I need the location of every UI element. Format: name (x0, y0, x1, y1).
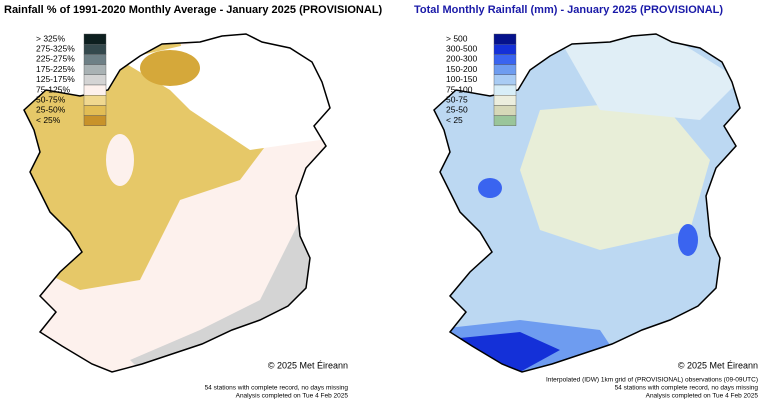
legend-label: 225-275% (36, 54, 75, 64)
map-title: Total Monthly Rainfall (mm) - January 20… (414, 4, 723, 16)
legend-label: 150-200 (446, 64, 477, 74)
credit: © 2025 Met Éireann (678, 360, 758, 370)
note: Analysis completed on Tue 4 Feb 2025 (646, 393, 759, 400)
legend-label: 175-225% (36, 64, 75, 74)
legend-swatch (493, 74, 517, 86)
legend-label: 200-300 (446, 54, 477, 64)
legend-label: > 325% (36, 33, 66, 43)
legend-swatch (83, 64, 107, 75)
legend-swatch (83, 54, 107, 65)
legend-swatch (83, 33, 107, 45)
legend-swatch (83, 74, 107, 86)
map-left (24, 34, 330, 372)
legend-swatch (493, 84, 517, 96)
legend-label: 125-175% (36, 74, 75, 84)
legend-label: 25-50% (36, 105, 66, 115)
legend-swatch (493, 115, 517, 126)
legend-label: 275-325% (36, 43, 75, 53)
legend-label: > 500 (446, 33, 468, 43)
legend-label: 50-75 (446, 94, 468, 104)
legend-swatch (83, 105, 107, 116)
legend-swatch (493, 94, 517, 106)
legend-label: 75-125% (36, 84, 70, 94)
legend-swatch (493, 54, 517, 65)
legend-swatch (493, 44, 517, 55)
legend-label: 75-100 (446, 84, 473, 94)
legend-label: 50-75% (36, 94, 66, 104)
note: 54 stations with complete record, no day… (205, 385, 349, 392)
legend-swatch (493, 33, 517, 45)
legend-swatch (83, 44, 107, 55)
legend-label: < 25% (36, 115, 61, 125)
note: Analysis completed on Tue 4 Feb 2025 (236, 393, 349, 400)
legend-swatch (493, 64, 517, 75)
legend-swatch (83, 84, 107, 96)
legend-swatch (493, 105, 517, 116)
note: 54 stations with complete record, no day… (615, 385, 759, 392)
legend-swatch (83, 94, 107, 106)
credit: © 2025 Met Éireann (268, 360, 348, 370)
legend-label: < 25 (446, 115, 463, 125)
legend-label: 100-150 (446, 74, 477, 84)
legend-label: 300-500 (446, 43, 477, 53)
legend-swatch (83, 115, 107, 126)
note: Interpolated (IDW) 1km grid of (PROVISIO… (546, 377, 758, 384)
legend-label: 25-50 (446, 105, 468, 115)
map-title: Rainfall % of 1991-2020 Monthly Average … (4, 4, 383, 16)
